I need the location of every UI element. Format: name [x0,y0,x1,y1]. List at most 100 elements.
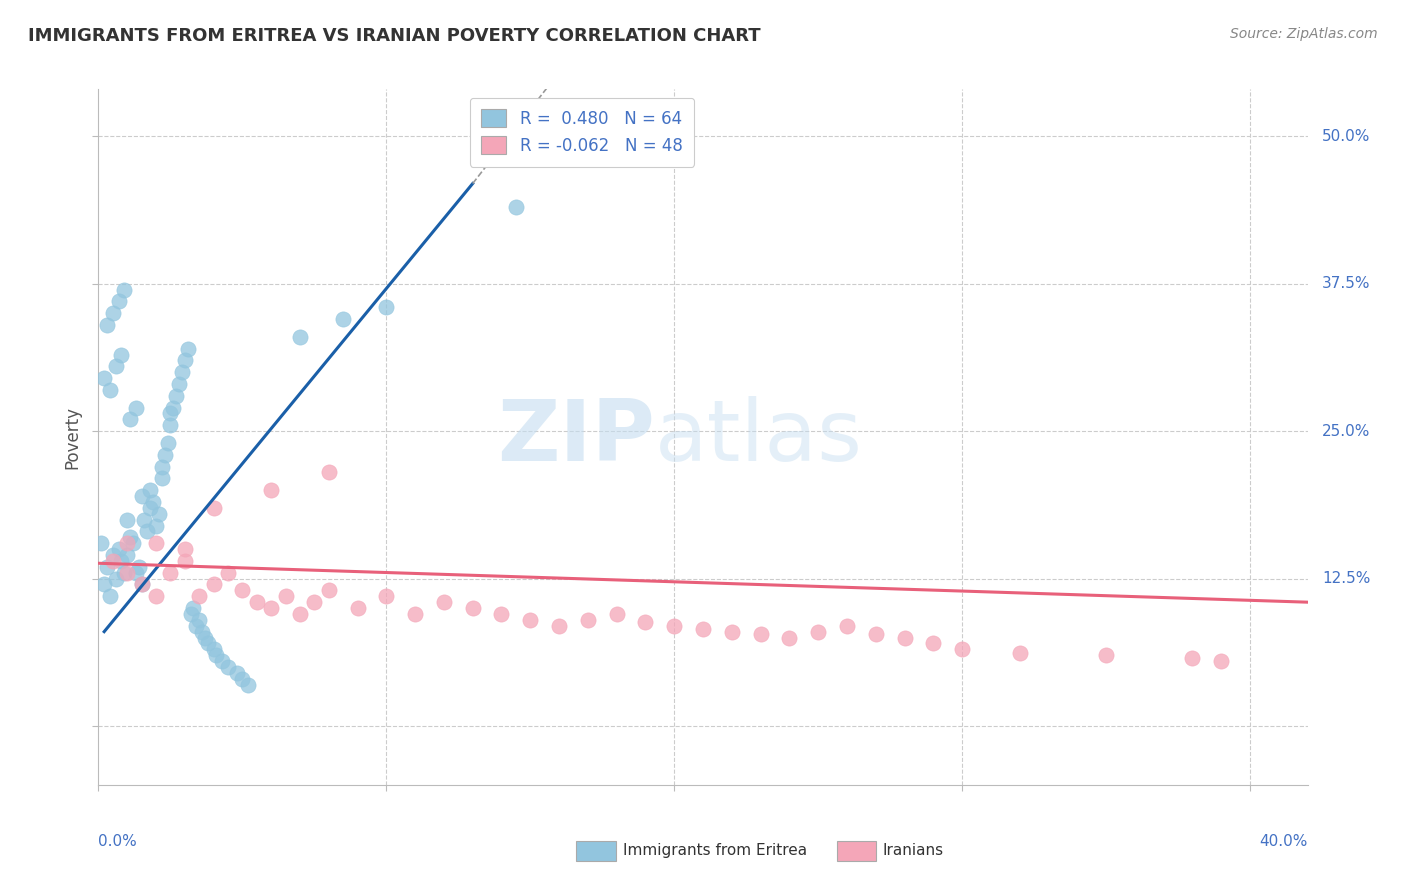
Text: 12.5%: 12.5% [1322,571,1371,586]
Point [318,583,340,598]
Point [205,648,228,663]
Point [101,548,124,562]
Point [865,627,887,641]
Point [183,601,205,615]
Point [893,631,915,645]
Point [150,459,173,474]
Point [318,466,340,480]
Point [110,347,132,361]
Point [634,615,657,630]
Point [332,312,354,326]
Point [110,554,132,568]
Text: Source: ZipAtlas.com: Source: ZipAtlas.com [1230,27,1378,41]
Point [1095,648,1118,663]
Point [191,624,214,639]
Point [145,518,167,533]
Point [150,471,173,485]
Point [491,607,513,621]
Point [288,607,311,621]
Point [107,542,129,557]
Point [128,559,150,574]
Point [433,595,456,609]
Point [404,607,426,621]
Point [375,301,398,315]
Point [112,283,135,297]
Text: ZIP: ZIP [496,395,655,479]
Point [115,548,138,562]
Text: 40.0%: 40.0% [1260,834,1308,848]
Point [115,566,138,580]
Point [98,383,121,397]
Point [202,500,225,515]
Point [807,624,830,639]
Point [101,306,124,320]
Point [139,500,162,515]
Point [576,613,599,627]
Point [115,536,138,550]
Point [211,654,233,668]
Point [165,389,187,403]
Point [101,554,124,568]
Point [720,624,742,639]
Point [197,636,219,650]
Point [180,607,202,621]
Point [90,536,112,550]
Point [159,418,181,433]
Point [288,330,311,344]
Point [173,353,195,368]
Point [1181,650,1204,665]
Point [107,294,129,309]
Point [664,619,686,633]
Point [246,595,269,609]
Point [93,371,115,385]
Point [98,589,121,603]
Point [131,489,153,503]
Point [112,566,135,580]
Point [1008,646,1031,660]
Text: 25.0%: 25.0% [1322,424,1371,439]
Point [173,542,195,557]
Point [236,678,259,692]
Point [231,672,253,686]
Point [120,412,142,426]
Point [159,407,181,421]
Point [173,554,195,568]
Point [188,589,211,603]
Text: Iranians: Iranians [883,844,943,858]
Point [692,622,714,636]
Point [120,530,142,544]
Point [122,536,145,550]
Point [136,524,159,539]
Point [159,566,181,580]
Point [156,436,179,450]
Point [225,665,247,680]
Legend: R =  0.480   N = 64, R = -0.062   N = 48: R = 0.480 N = 64, R = -0.062 N = 48 [470,97,695,167]
Y-axis label: Poverty: Poverty [63,406,82,468]
Point [749,627,772,641]
Point [134,513,156,527]
Point [304,595,326,609]
Point [104,572,127,586]
Point [188,613,211,627]
Point [505,200,527,214]
Point [170,365,193,379]
Point [145,589,167,603]
Point [346,601,368,615]
Point [93,577,115,591]
Point [260,483,283,497]
Point [606,607,628,621]
Point [186,619,208,633]
Point [375,589,398,603]
Point [274,589,297,603]
Point [260,601,283,615]
Text: 0.0%: 0.0% [98,834,138,848]
Text: 50.0%: 50.0% [1322,128,1371,144]
Point [835,619,858,633]
Point [162,401,184,415]
Point [548,619,571,633]
Point [922,636,945,650]
Point [176,342,198,356]
Point [950,642,973,657]
Point [139,483,162,497]
Point [115,513,138,527]
